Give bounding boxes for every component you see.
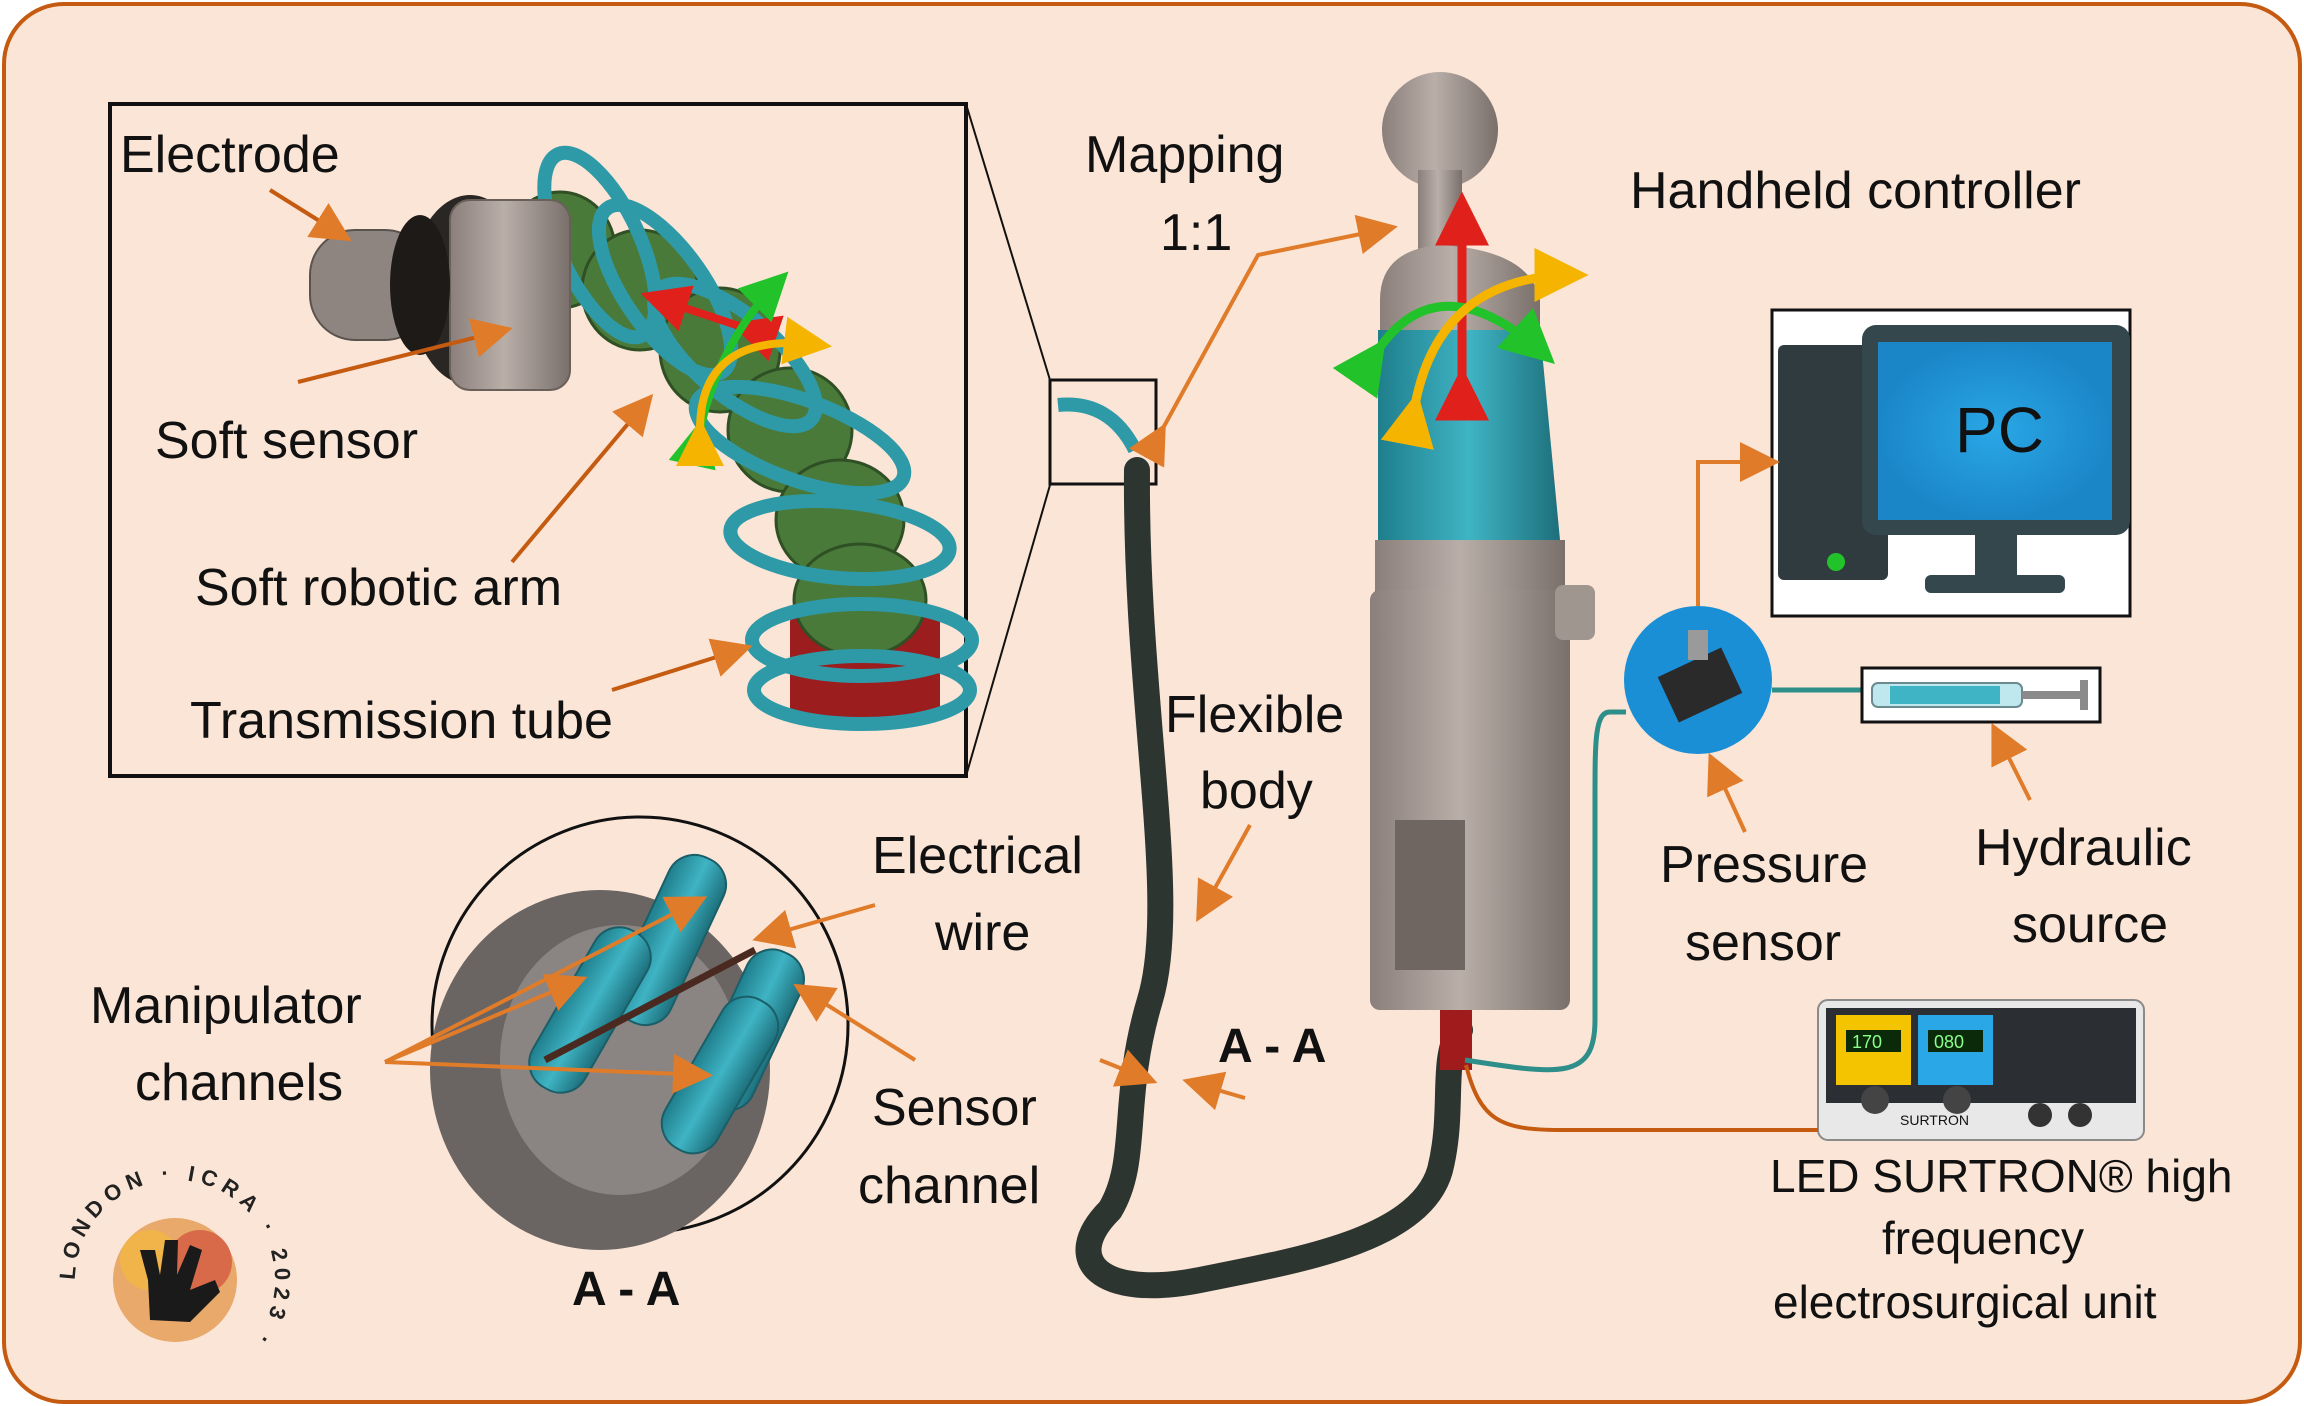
label-manipulator-channels-1: Manipulator — [90, 977, 362, 1035]
label-hydraulic-source-2: source — [2012, 896, 2168, 954]
display-right: 080 — [1934, 1032, 1964, 1052]
pointer-sensor-channel — [793, 983, 917, 1062]
label-mapping-ratio: 1:1 — [1160, 204, 1232, 262]
pointer-pressure-sensor — [1707, 752, 1747, 833]
pointer-soft-robotic-arm — [510, 393, 654, 564]
label-soft-sensor: Soft sensor — [155, 412, 418, 470]
label-flexible-body-2: body — [1200, 762, 1313, 820]
controller-yellow-arrow — [1380, 248, 1589, 450]
section-arrow-right — [1182, 1071, 1246, 1111]
pointer-manipulator-1 — [384, 896, 708, 1064]
label-sensor-channel-1: Sensor — [872, 1079, 1037, 1137]
label-mapping: Mapping — [1085, 126, 1284, 184]
label-section-main: A - A — [572, 1263, 680, 1316]
label-transmission-tube: Transmission tube — [190, 692, 613, 750]
pressure-sensor-chip — [1657, 630, 1743, 723]
label-pc: PC — [1955, 394, 2044, 466]
label-sensor-channel-2: channel — [858, 1157, 1040, 1215]
label-manipulator-channels-2: channels — [135, 1054, 343, 1112]
section-arrow-left — [1099, 1049, 1158, 1087]
pointer-hydraulic-source — [1991, 722, 2032, 801]
label-soft-robotic-arm: Soft robotic arm — [195, 559, 562, 617]
zoom-line-bottom — [965, 484, 1051, 777]
pointer-soft-sensor — [297, 318, 513, 384]
pointer-transmission-tube — [611, 638, 753, 692]
electrosurgical-unit-graphic — [1817, 999, 2145, 1141]
yellow-motion-arrow — [675, 316, 832, 467]
label-electrode: Electrode — [120, 126, 340, 184]
cable-to-unit — [1464, 1064, 1818, 1132]
label-pressure-sensor-2: sensor — [1685, 914, 1841, 972]
pointer-electrode — [268, 188, 352, 242]
pc-graphic — [1770, 308, 2132, 618]
display-left: 170 — [1852, 1032, 1882, 1052]
tube-to-controller — [1464, 709, 1626, 1073]
pointer-manipulator-3 — [384, 1053, 713, 1094]
inset-arm-detail: Electrode Soft sensor Soft robotic arm T… — [108, 102, 979, 778]
label-led-unit-1: LED SURTRON® high — [1770, 1150, 2233, 1202]
label-section-cable: A - A — [1218, 1020, 1326, 1073]
label-flexible-body-1: Flexible — [1165, 686, 1344, 744]
pointer-flexible-body — [1196, 824, 1252, 922]
label-hydraulic-source-1: Hydraulic — [1975, 819, 2192, 877]
label-pressure-sensor-1: Pressure — [1660, 836, 1868, 894]
pressure-to-pc-arrow — [1696, 442, 1780, 606]
mapping-arrow — [1129, 214, 1398, 468]
pointer-electrical-wire — [752, 903, 876, 949]
label-handheld-controller: Handheld controller — [1630, 162, 2081, 220]
zoom-line-top — [965, 103, 1051, 381]
device-brand: SURTRON — [1900, 1112, 1969, 1128]
syringe-graphic — [1871, 680, 2088, 710]
pointer-manipulator-2 — [384, 973, 588, 1064]
label-led-unit-3: electrosurgical unit — [1773, 1276, 2157, 1328]
label-electrical-wire-2: wire — [934, 904, 1030, 962]
electrode-tip — [309, 215, 450, 355]
flexible-body-cable — [1075, 457, 1473, 1299]
label-electrical-wire-1: Electrical — [872, 827, 1083, 885]
label-led-unit-2: frequency — [1882, 1212, 2084, 1264]
